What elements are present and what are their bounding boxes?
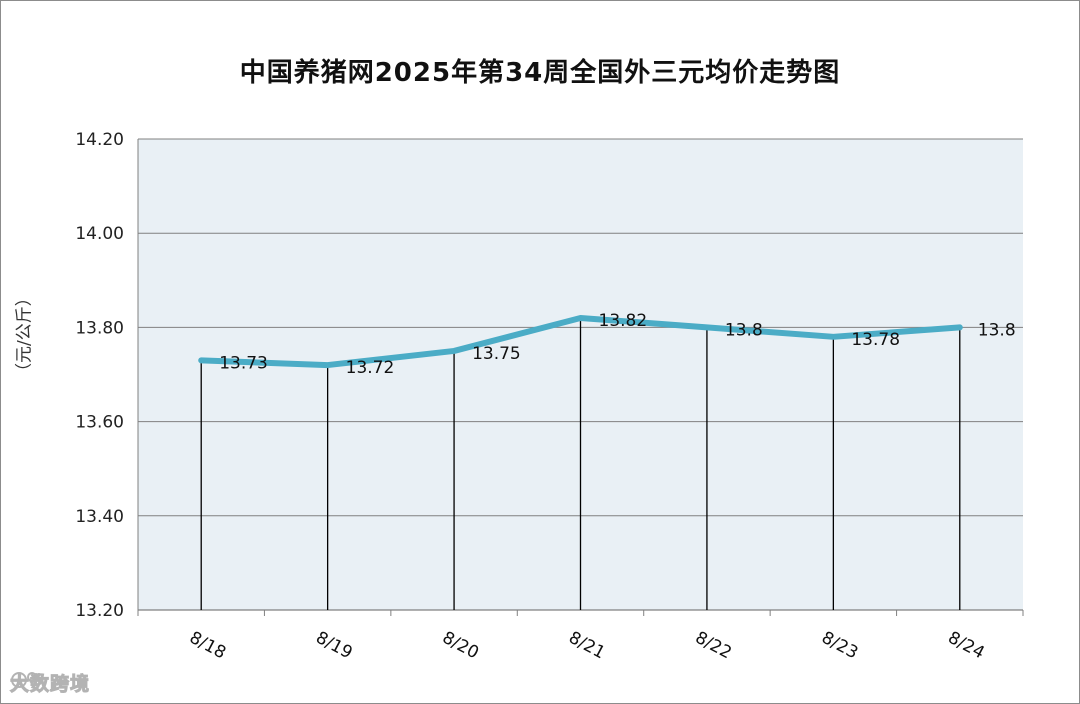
series-line	[198, 314, 963, 369]
x-tick-label: 8/21	[565, 628, 608, 664]
data-label: 13.78	[851, 330, 900, 350]
data-label: 13.72	[346, 358, 395, 378]
x-tick-label: 8/24	[945, 628, 988, 664]
data-label: 13.73	[219, 353, 268, 373]
x-tick-label: 8/18	[186, 628, 229, 664]
y-tick-label: 13.20	[75, 601, 124, 621]
y-tick-label: 14.00	[75, 224, 124, 244]
y-tick-label: 13.60	[75, 413, 124, 433]
data-label: 13.8	[978, 320, 1016, 340]
chart-title: 中国养猪网2025年第34周全国外三元均价走势图	[239, 58, 841, 88]
watermark: 大数跨境	[9, 668, 91, 696]
data-labels: 13.73 13.72 13.75 13.82 13.8 13.78 13.8	[219, 311, 1015, 378]
x-tick-label: 8/19	[312, 628, 355, 664]
x-tick-label: 8/23	[818, 628, 861, 664]
y-tick-label: 13.80	[75, 318, 124, 338]
data-label: 13.82	[599, 311, 648, 331]
brand-logo-icon	[11, 672, 43, 688]
watermark-text: 大数跨境	[9, 672, 91, 695]
drop-lines	[200, 317, 961, 610]
x-tick-label: 8/20	[439, 628, 482, 664]
y-tick-label: 13.40	[75, 507, 124, 527]
data-label: 13.75	[472, 344, 521, 364]
x-tick-label: 8/22	[692, 628, 735, 664]
data-label: 13.8	[725, 320, 763, 340]
series-line-group	[198, 314, 963, 369]
y-tick-label: 14.20	[75, 130, 124, 150]
